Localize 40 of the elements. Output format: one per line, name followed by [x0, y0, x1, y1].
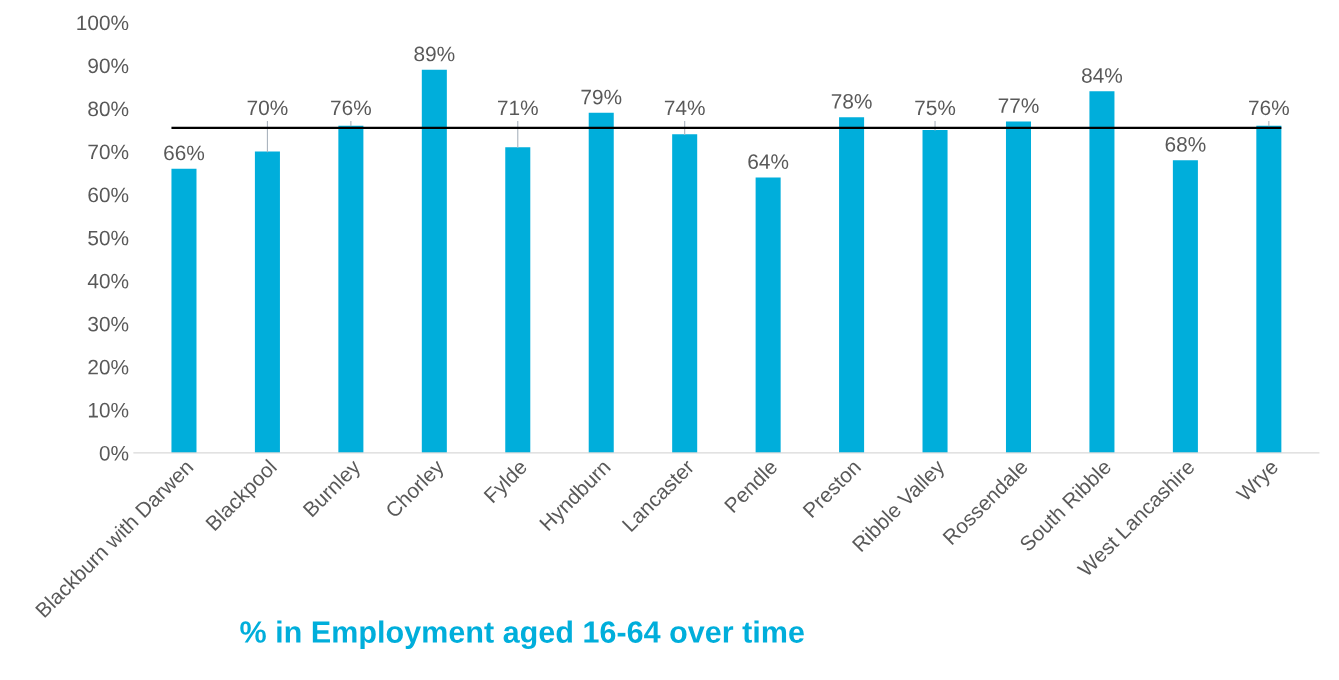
y-tick-label: 30%	[88, 316, 129, 332]
data-label: 79%	[581, 89, 622, 105]
data-label: 89%	[414, 46, 455, 62]
bar	[171, 168, 197, 453]
bar	[588, 112, 614, 453]
data-label: 74%	[664, 100, 705, 116]
data-label: 76%	[331, 100, 371, 116]
bar	[755, 177, 781, 453]
bar	[1172, 160, 1198, 453]
bar	[922, 130, 948, 453]
y-tick-label: 70%	[88, 144, 129, 160]
data-label: 68%	[1165, 137, 1206, 152]
y-tick-label: 60%	[88, 187, 129, 203]
data-label: 66%	[164, 145, 205, 161]
y-tick-label: 20%	[88, 359, 129, 375]
data-label: 84%	[1082, 68, 1123, 83]
data-label: 75%	[915, 100, 956, 116]
bar	[421, 69, 447, 453]
y-tick-label: 90%	[88, 58, 129, 74]
bar	[338, 125, 364, 453]
text: % in Employment aged 16-64 over time	[240, 620, 804, 650]
y-tick-label: 40%	[87, 273, 129, 289]
y-tick-label: 10%	[88, 402, 129, 418]
data-label: 71%	[498, 100, 538, 116]
y-tick-label: 100%	[77, 15, 129, 31]
data-label: 77%	[998, 98, 1039, 113]
bar	[1256, 125, 1282, 453]
bar	[1089, 91, 1115, 453]
bar	[672, 134, 698, 453]
data-label: 64%	[748, 154, 789, 169]
y-tick-label: 80%	[88, 101, 129, 117]
data-label: 76%	[1249, 100, 1289, 116]
bar	[254, 151, 280, 453]
bar	[839, 117, 865, 453]
y-tick-label: 50%	[88, 230, 129, 246]
data-label: 78%	[831, 93, 872, 109]
bar	[505, 147, 531, 453]
data-label: 70%	[247, 100, 288, 116]
bar	[1005, 121, 1032, 453]
y-tick-label: 0%	[99, 445, 129, 461]
